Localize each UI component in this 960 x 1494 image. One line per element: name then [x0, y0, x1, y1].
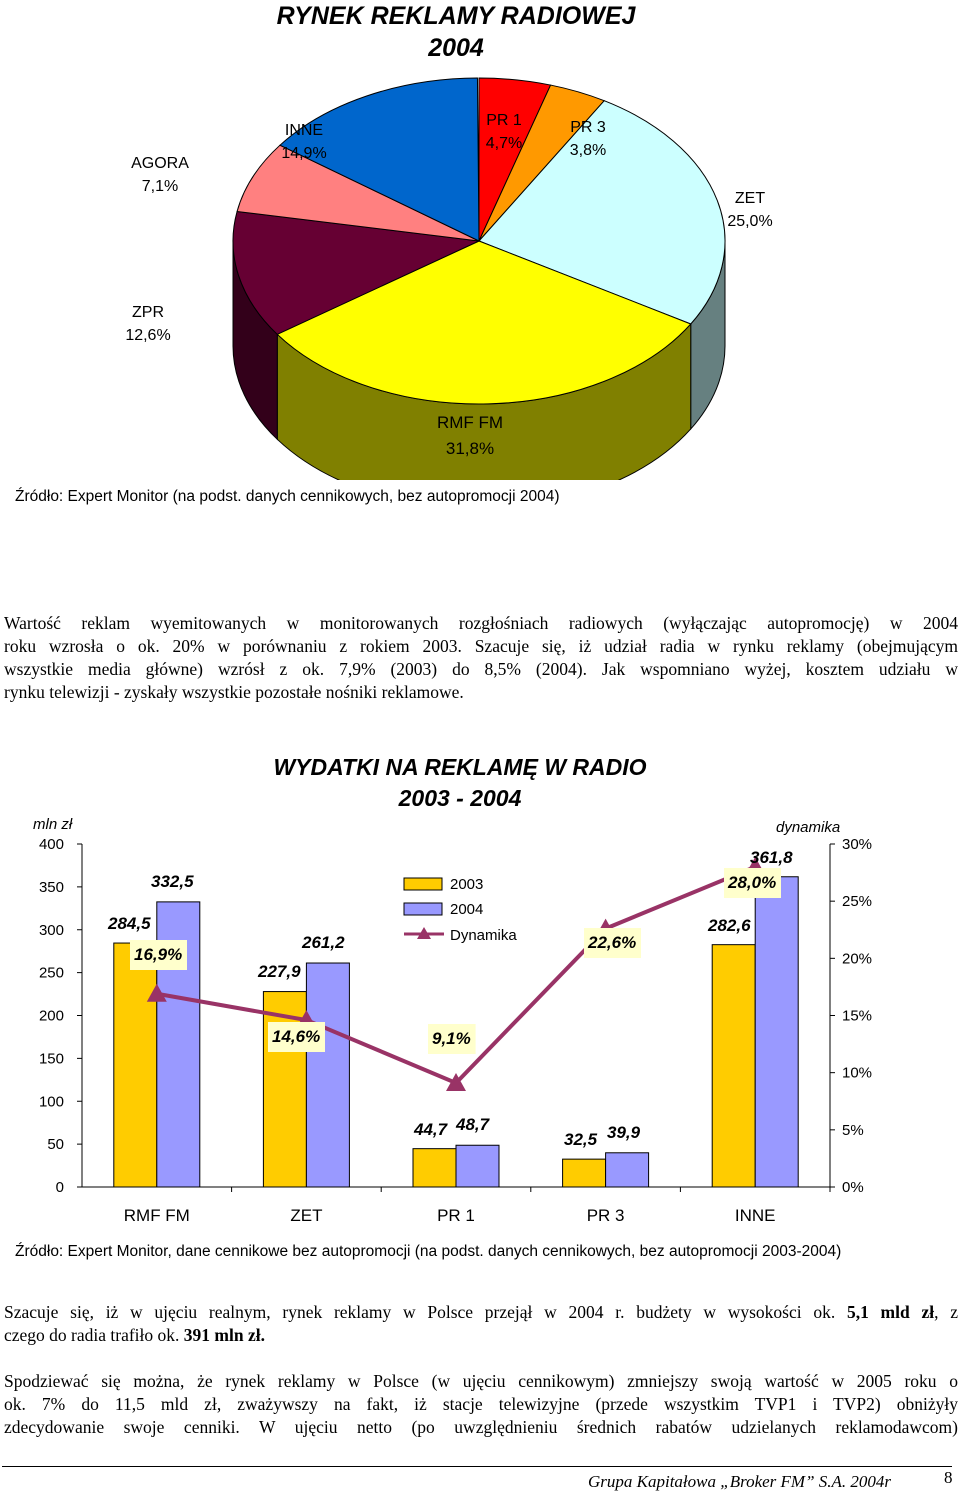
dynamika-label-rmf-fm: 16,9%	[130, 940, 187, 970]
legend-item-dynamika: Dynamika	[404, 927, 517, 944]
pie-slice-inne	[279, 77, 480, 242]
label-2004-inne: 361,8	[750, 848, 793, 867]
label-2003-pr-1: 44,7	[413, 1120, 449, 1139]
pie-label-pr1: PR 1 4,7%	[485, 112, 523, 152]
pie-label-agora: AGORA 7,1%	[131, 155, 189, 195]
pie-slice-agora	[236, 144, 480, 242]
chart-source: Źródło: Expert Monitor, dane cennikowe b…	[15, 1243, 842, 1260]
pie-title: RYNEK REKLAMY RADIOWEJ	[276, 2, 636, 30]
paragraph-radio-market: Wartość reklam wyemitowanych w monitorow…	[4, 613, 958, 702]
paragraph-forecast: Spodziewać się można, że rynek reklamy w…	[4, 1371, 958, 1437]
y-tick-label: 100	[39, 1093, 64, 1110]
pie-slice-rmf-fm	[276, 240, 692, 405]
chart-subtitle: 2003 - 2004	[398, 785, 522, 811]
bar-2003-rmf-fm	[113, 942, 158, 1188]
svg-text:16,9%: 16,9%	[134, 945, 182, 964]
pie-label-pr3: PR 3 3,8%	[569, 119, 607, 159]
svg-text:Dynamika: Dynamika	[450, 927, 517, 944]
svg-text:9,1%: 9,1%	[432, 1029, 471, 1048]
paragraph-real-market: Szacuje się, iż w ujęciu realnym, rynek …	[4, 1301, 958, 1347]
pie-label-inne: INNE 14,9%	[281, 122, 327, 162]
page-number: 8	[944, 1468, 953, 1487]
y2-tick-label: 5%	[842, 1122, 864, 1139]
bar-2003-inne	[711, 944, 756, 1188]
legend-item-2004: 2004	[403, 901, 483, 918]
y2-tick-label: 15%	[842, 1008, 872, 1025]
y-tick-label: 200	[39, 1008, 64, 1025]
label-2003-inne: 282,6	[707, 916, 751, 935]
footer-company: Grupa Kapitałowa „Broker FM” S.A. 2004r	[588, 1472, 892, 1491]
paragraph-real-market-line-2: czego do radia trafiło ok. 391 mln zł.	[4, 1325, 265, 1345]
svg-text:2004: 2004	[450, 901, 483, 918]
svg-text:2003: 2003	[450, 876, 483, 893]
svg-text:28,0%: 28,0%	[727, 873, 776, 892]
label-2004-zet: 261,2	[301, 933, 345, 952]
bar-2003-pr-3	[562, 1158, 607, 1188]
label-2004-rmf-fm: 332,5	[151, 872, 194, 891]
dynamika-label-pr-1: 9,1%	[428, 1024, 476, 1054]
svg-text:14,6%: 14,6%	[272, 1027, 320, 1046]
x-tick-label-inne: INNE	[735, 1206, 776, 1225]
y-tick-label: 150	[39, 1050, 64, 1067]
svg-text:22,6%: 22,6%	[587, 933, 636, 952]
pie-label-zet: ZET 25,0%	[727, 190, 773, 230]
dynamika-label-inne: 28,0%	[724, 868, 781, 898]
y2-tick-label: 10%	[842, 1065, 872, 1082]
bar-2004-zet	[305, 962, 350, 1188]
pie-chart	[232, 77, 726, 480]
y-tick-label: 250	[39, 965, 64, 982]
bar-2004-pr-1	[455, 1144, 500, 1188]
legend-item-2003: 2003	[403, 876, 483, 893]
bar-2004-inne	[754, 876, 799, 1188]
y2-axis-label: dynamika	[776, 819, 840, 836]
y-tick-label: 350	[39, 879, 64, 896]
pie-year: 2004	[428, 34, 484, 62]
x-tick-label-rmf-fm: RMF FM	[124, 1206, 190, 1225]
bar-chart: mln zł dynamika 0 50 100 150 200 250 300 350 400…	[33, 816, 872, 1225]
dynamika-label-zet: 14,6%	[268, 1022, 325, 1052]
dynamika-label-pr-3: 22,6%	[584, 928, 641, 958]
paragraph-real-market-line-1: Szacuje się, iż w ujęciu realnym, rynek …	[4, 1302, 958, 1322]
x-tick-label-zet: ZET	[290, 1206, 322, 1225]
pie-label-rmf: RMF FM 31,8%	[436, 413, 504, 458]
footer-divider	[2, 1466, 952, 1467]
y2-tick-label: 20%	[842, 950, 872, 967]
pie-slice-zpr	[232, 210, 481, 335]
y-tick-label: 400	[39, 836, 64, 853]
dynamika-point-rmf-fm	[146, 983, 167, 1002]
chart-title: WYDATKI NA REKLAMĘ W RADIO	[273, 754, 647, 780]
dynamika-point-pr-1	[446, 1072, 466, 1091]
y-axis-label: mln zł	[33, 816, 73, 833]
y2-tick-label: 0%	[842, 1179, 864, 1196]
y-tick-label: 0	[56, 1179, 64, 1196]
x-tick-label-pr-1: PR 1	[437, 1206, 475, 1225]
pie-label-zpr: ZPR 12,6%	[125, 304, 171, 344]
pie-source: Źródło: Expert Monitor (na podst. danych…	[15, 488, 560, 505]
label-2003-rmf-fm: 284,5	[107, 914, 151, 933]
y-tick-label: 50	[47, 1136, 64, 1153]
label-2004-pr-1: 48,7	[455, 1115, 491, 1134]
y2-tick-label: 30%	[842, 836, 872, 853]
pie-slice-zet	[478, 100, 726, 325]
x-tick-label-pr-3: PR 3	[587, 1206, 625, 1225]
y2-tick-label: 25%	[842, 893, 872, 910]
bar-2003-pr-1	[412, 1148, 457, 1188]
label-2003-zet: 227,9	[257, 962, 301, 981]
label-2004-pr-3: 39,9	[607, 1123, 641, 1142]
label-2003-pr-3: 32,5	[564, 1130, 598, 1149]
bar-2004-pr-3	[605, 1152, 650, 1188]
y-tick-label: 300	[39, 922, 64, 939]
